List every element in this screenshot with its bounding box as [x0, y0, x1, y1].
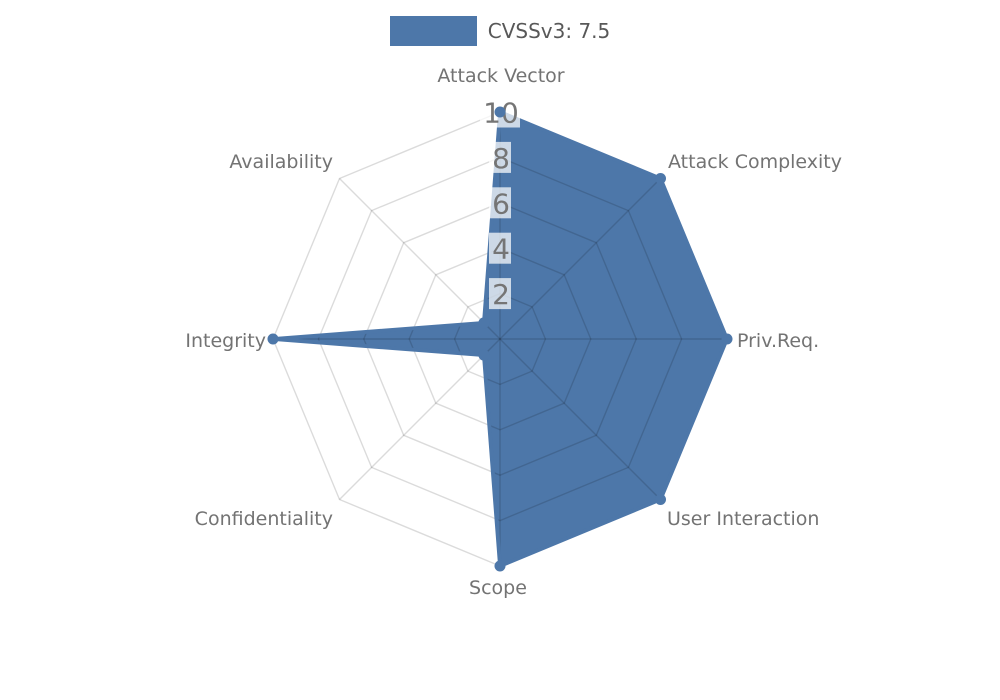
- data-point-marker: [655, 173, 666, 184]
- data-point-marker: [721, 333, 733, 345]
- grid-ring: [363, 202, 637, 476]
- axis-label-attack-complexity: Attack Complexity: [668, 151, 842, 173]
- data-point-marker: [494, 106, 506, 118]
- grid-ring: [317, 156, 683, 522]
- axis-label-user-interaction: User Interaction: [667, 508, 819, 530]
- radar-fill: [273, 112, 727, 566]
- tick-label-box: [489, 187, 511, 219]
- grid-ring: [453, 292, 547, 386]
- tick-label-box: [489, 232, 511, 264]
- axis-spoke: [339, 178, 501, 340]
- axis-label-attack-vector: Attack Vector: [437, 65, 564, 87]
- axis-spoke: [339, 338, 501, 500]
- data-point-marker: [655, 494, 666, 505]
- tick-label-box: [489, 278, 511, 310]
- axis-label-scope: Scope: [469, 577, 527, 599]
- data-point-marker: [478, 317, 490, 329]
- axis-spoke: [499, 178, 661, 340]
- data-point-marker: [478, 349, 490, 361]
- tick-label: 2: [492, 278, 510, 311]
- axis-spoke: [499, 338, 661, 500]
- data-point-marker: [267, 333, 279, 345]
- tick-label: 8: [492, 142, 510, 175]
- axis-label-confidentiality: Confidentiality: [195, 508, 333, 530]
- grid-ring: [408, 247, 592, 431]
- tick-label: 6: [492, 187, 510, 220]
- axis-label-availability: Availability: [229, 151, 333, 173]
- tick-label-box: [489, 141, 511, 173]
- legend-swatch: [389, 16, 477, 46]
- axis-label-integrity: Integrity: [185, 330, 266, 352]
- tick-label: 4: [492, 233, 510, 266]
- axis-label-priv-req: Priv.Req.: [737, 330, 819, 352]
- legend-label: CVSSv3: 7.5: [487, 19, 611, 43]
- data-point-marker: [494, 560, 506, 572]
- legend: CVSSv3: 7.5: [0, 16, 1000, 46]
